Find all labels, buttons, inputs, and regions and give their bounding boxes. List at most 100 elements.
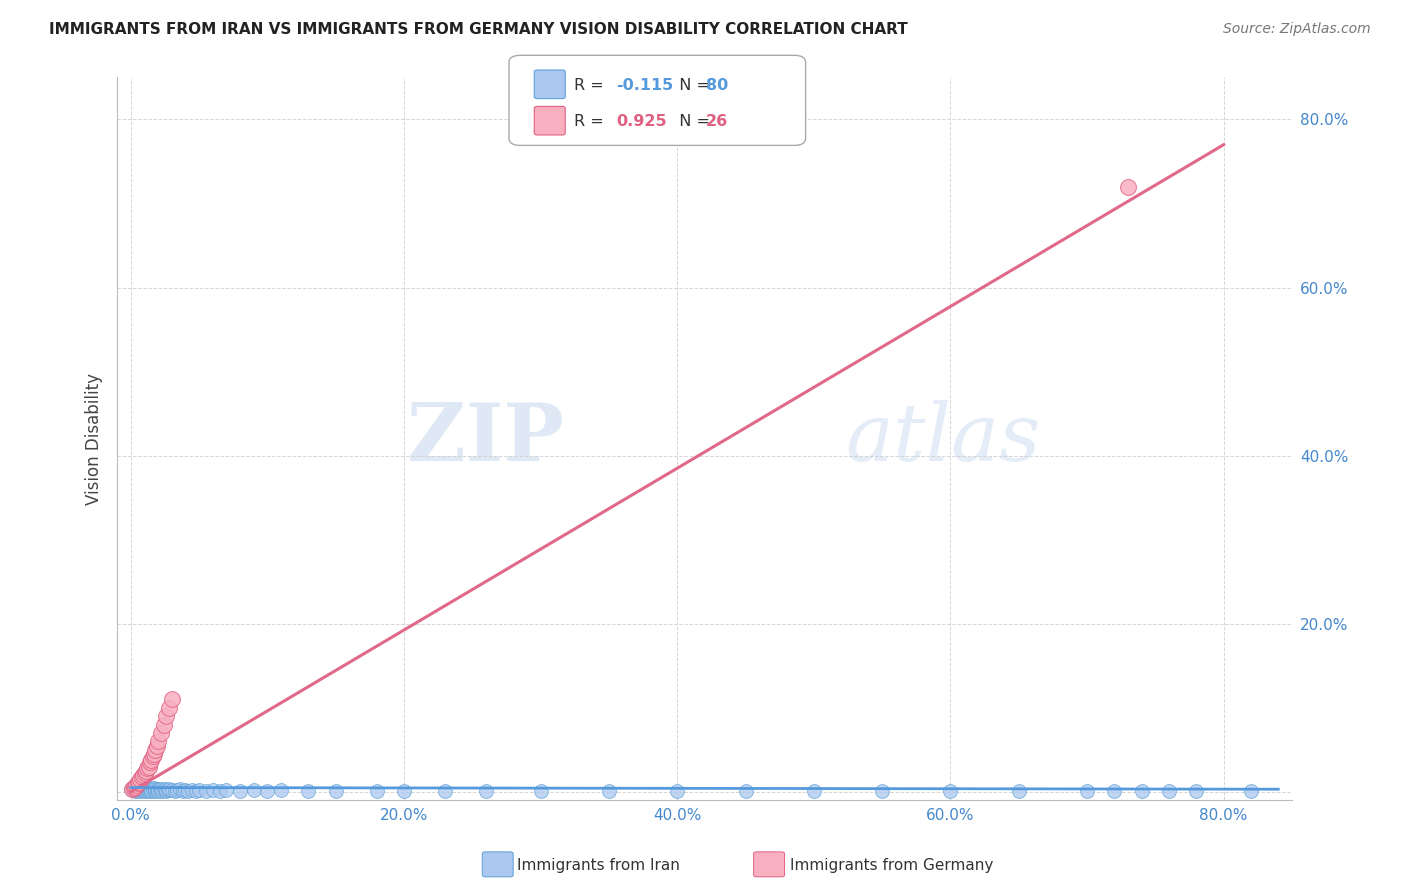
Point bbox=[870, 784, 893, 798]
Point bbox=[1116, 179, 1139, 194]
Point bbox=[149, 726, 172, 740]
Point bbox=[1157, 784, 1180, 798]
Point bbox=[136, 782, 159, 797]
Point bbox=[146, 783, 169, 797]
Text: ZIP: ZIP bbox=[406, 400, 564, 478]
Point bbox=[136, 761, 159, 775]
Point bbox=[138, 781, 160, 796]
Point bbox=[160, 783, 183, 797]
Point bbox=[215, 783, 238, 797]
Point bbox=[121, 782, 143, 797]
Point bbox=[139, 783, 162, 797]
Point bbox=[131, 782, 153, 797]
Point bbox=[434, 784, 457, 798]
Point bbox=[141, 784, 163, 798]
Point bbox=[163, 784, 186, 798]
Point bbox=[152, 783, 174, 797]
Point bbox=[146, 734, 169, 748]
Point bbox=[166, 783, 188, 797]
Point bbox=[142, 783, 165, 797]
Point bbox=[325, 784, 347, 798]
Point bbox=[598, 784, 620, 798]
Point bbox=[148, 783, 170, 797]
Point bbox=[134, 784, 156, 798]
Point bbox=[134, 782, 156, 797]
Point bbox=[174, 783, 197, 797]
Text: N =: N = bbox=[669, 78, 716, 93]
Point bbox=[169, 782, 191, 797]
Point bbox=[128, 780, 150, 795]
Point bbox=[125, 778, 148, 792]
Point bbox=[155, 784, 177, 798]
Point bbox=[181, 783, 204, 797]
Point bbox=[125, 782, 148, 797]
Point bbox=[188, 783, 211, 797]
Point bbox=[150, 784, 173, 798]
Point bbox=[138, 759, 160, 773]
Point bbox=[734, 784, 756, 798]
Point bbox=[172, 784, 194, 798]
Point bbox=[142, 749, 165, 764]
Text: atlas: atlas bbox=[845, 400, 1040, 477]
Point bbox=[201, 783, 224, 797]
Point bbox=[160, 692, 183, 706]
Point bbox=[146, 784, 169, 798]
Point bbox=[141, 782, 163, 797]
Point bbox=[1130, 784, 1153, 798]
Point bbox=[141, 753, 163, 767]
Point bbox=[127, 781, 149, 796]
Point bbox=[146, 739, 169, 753]
Point bbox=[152, 717, 174, 731]
Point bbox=[366, 784, 388, 798]
Point bbox=[243, 783, 266, 797]
Point bbox=[475, 784, 498, 798]
Point bbox=[1104, 784, 1126, 798]
Text: 26: 26 bbox=[706, 114, 728, 129]
Point bbox=[132, 768, 155, 782]
Point bbox=[135, 764, 157, 778]
Point bbox=[186, 784, 208, 798]
Point bbox=[156, 783, 179, 797]
Point bbox=[1185, 784, 1208, 798]
Point bbox=[131, 784, 153, 798]
Point bbox=[1240, 784, 1263, 798]
Text: Immigrants from Germany: Immigrants from Germany bbox=[790, 858, 994, 872]
Point bbox=[122, 780, 145, 795]
Point bbox=[125, 783, 148, 797]
Text: Immigrants from Iran: Immigrants from Iran bbox=[517, 858, 681, 872]
Point bbox=[392, 784, 415, 798]
Point bbox=[157, 782, 180, 797]
Point bbox=[145, 742, 167, 756]
Point bbox=[129, 783, 152, 797]
Point bbox=[120, 782, 142, 797]
Point bbox=[803, 784, 825, 798]
Point bbox=[155, 709, 177, 723]
Point bbox=[256, 784, 278, 798]
Point bbox=[270, 783, 292, 797]
Point bbox=[128, 782, 150, 797]
Point bbox=[129, 772, 152, 786]
Text: N =: N = bbox=[669, 114, 716, 129]
Point bbox=[145, 782, 167, 797]
Text: 80: 80 bbox=[706, 78, 728, 93]
Point bbox=[132, 781, 155, 796]
Point bbox=[177, 784, 200, 798]
Text: 0.925: 0.925 bbox=[616, 114, 666, 129]
Point bbox=[146, 782, 169, 797]
Text: R =: R = bbox=[574, 78, 609, 93]
Point bbox=[127, 776, 149, 790]
Point bbox=[297, 784, 319, 798]
Point bbox=[124, 780, 146, 794]
Text: Source: ZipAtlas.com: Source: ZipAtlas.com bbox=[1223, 22, 1371, 37]
Y-axis label: Vision Disability: Vision Disability bbox=[86, 373, 103, 505]
Point bbox=[132, 783, 155, 797]
Point bbox=[127, 784, 149, 798]
Point bbox=[143, 781, 166, 796]
Point bbox=[139, 756, 162, 770]
Point bbox=[153, 782, 176, 797]
Point bbox=[131, 771, 153, 785]
Point bbox=[135, 781, 157, 796]
Point bbox=[124, 784, 146, 798]
Point bbox=[135, 783, 157, 797]
Text: IMMIGRANTS FROM IRAN VS IMMIGRANTS FROM GERMANY VISION DISABILITY CORRELATION CH: IMMIGRANTS FROM IRAN VS IMMIGRANTS FROM … bbox=[49, 22, 908, 37]
